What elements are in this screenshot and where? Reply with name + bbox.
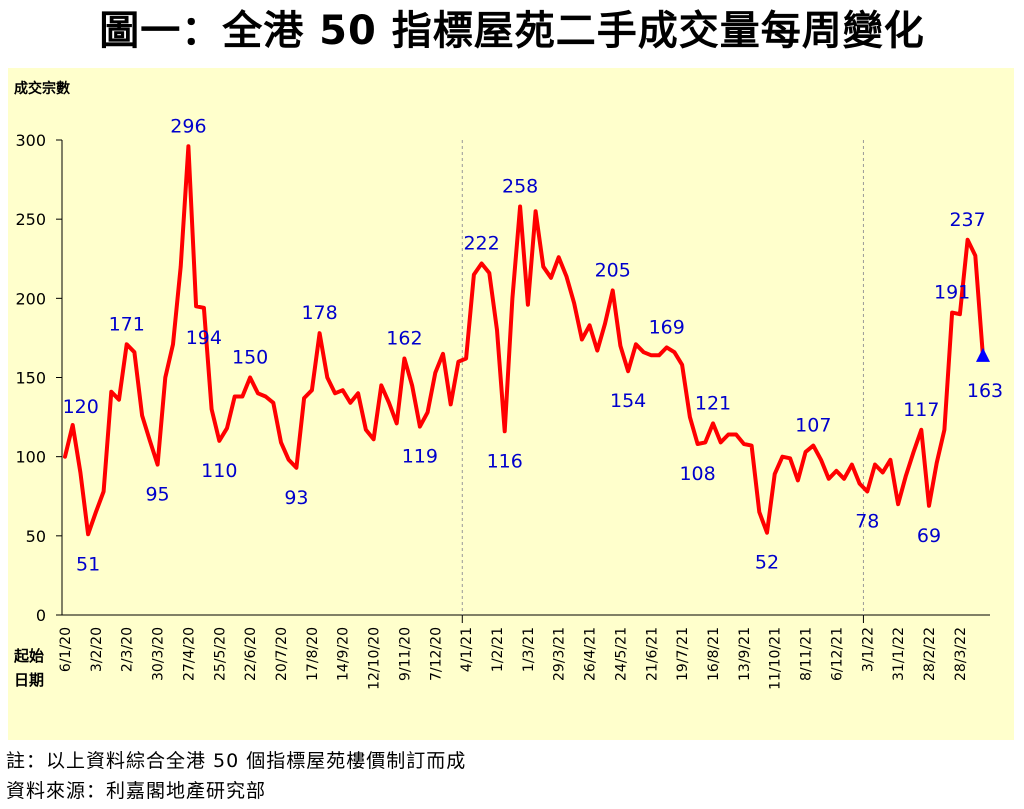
x-axis-title-line2: 日期 (14, 671, 44, 689)
source-note: 資料來源：利嘉閣地產研究部 (6, 780, 267, 802)
data-label: 117 (903, 399, 939, 421)
data-label: 169 (649, 316, 685, 338)
y-tick-label: 50 (26, 527, 46, 546)
y-tick-label: 300 (15, 131, 46, 150)
x-tick-label: 21/6/21 (644, 627, 660, 681)
x-tick-label: 7/12/20 (428, 627, 444, 681)
y-tick-label: 250 (15, 210, 46, 229)
data-label: 222 (463, 233, 499, 255)
chart-title: 圖一：全港 50 指標屋苑二手成交量每周變化 (99, 8, 925, 54)
x-tick-label: 1/3/21 (521, 627, 537, 672)
data-label: 237 (949, 209, 985, 231)
data-label: 150 (232, 347, 268, 369)
x-tick-label: 8/11/21 (799, 627, 815, 681)
x-tick-label: 24/5/21 (613, 627, 629, 681)
x-tick-label: 30/3/20 (151, 627, 167, 681)
data-label: 191 (934, 282, 970, 304)
series-line (63, 144, 985, 537)
data-label: 69 (917, 525, 941, 547)
y-tick-label: 200 (15, 289, 46, 308)
data-label: 116 (487, 450, 523, 472)
footnote: 註：以上資料綜合全港 50 個指標屋苑樓價制訂而成 (6, 750, 467, 772)
x-tick-label: 2/3/20 (120, 627, 136, 672)
x-tick-label: 3/2/20 (89, 627, 105, 672)
data-label: 108 (679, 463, 715, 485)
x-tick-label: 17/8/20 (305, 627, 321, 681)
x-tick-label: 9/11/20 (397, 627, 413, 681)
data-label: 163 (967, 380, 1003, 402)
data-label: 120 (63, 396, 99, 418)
x-tick-label: 13/9/21 (737, 627, 753, 681)
data-label: 194 (186, 327, 222, 349)
x-tick-label: 6/1/20 (58, 627, 74, 672)
x-tick-label: 19/7/21 (675, 627, 691, 681)
data-label: 119 (402, 446, 438, 468)
chart-area (8, 68, 1014, 740)
x-tick-label: 6/12/21 (829, 627, 845, 681)
x-tick-label: 1/2/21 (490, 627, 506, 672)
data-label: 121 (695, 392, 731, 414)
x-tick-label: 27/4/20 (181, 627, 197, 681)
x-tick-label: 28/2/22 (922, 627, 938, 681)
data-label: 95 (145, 484, 169, 506)
data-label: 171 (109, 313, 145, 335)
data-label: 205 (595, 259, 631, 281)
x-tick-label: 22/6/20 (243, 627, 259, 681)
data-label: 178 (301, 302, 337, 324)
data-label: 51 (76, 553, 100, 575)
data-label: 258 (502, 176, 538, 198)
y-tick-label: 150 (15, 369, 46, 388)
x-tick-label: 31/1/22 (891, 627, 907, 681)
x-tick-label: 4/1/21 (459, 627, 475, 672)
y-axis-title: 成交宗數 (14, 80, 70, 97)
x-tick-label: 3/1/22 (860, 627, 876, 672)
x-tick-label: 11/10/21 (768, 627, 784, 690)
data-label: 52 (755, 552, 779, 574)
y-tick-label: 100 (15, 448, 46, 467)
data-label: 110 (201, 460, 237, 482)
x-axis-title-line1: 起始 (13, 647, 44, 665)
x-tick-label: 28/3/22 (953, 627, 969, 681)
x-tick-label: 29/3/21 (552, 627, 568, 681)
data-label: 78 (855, 511, 879, 533)
x-tick-label: 12/10/20 (367, 627, 383, 690)
data-label: 107 (795, 415, 831, 437)
data-label: 154 (610, 390, 646, 412)
y-tick-label: 0 (36, 606, 46, 625)
x-tick-label: 14/9/20 (336, 627, 352, 681)
x-tick-label: 26/4/21 (583, 627, 599, 681)
x-tick-label: 25/5/20 (212, 627, 228, 681)
x-tick-label: 20/7/20 (274, 627, 290, 681)
data-label: 93 (284, 487, 308, 509)
x-tick-label: 16/8/21 (706, 627, 722, 681)
latest-point-marker (976, 347, 990, 362)
data-label: 296 (170, 115, 206, 137)
data-label: 162 (386, 328, 422, 350)
